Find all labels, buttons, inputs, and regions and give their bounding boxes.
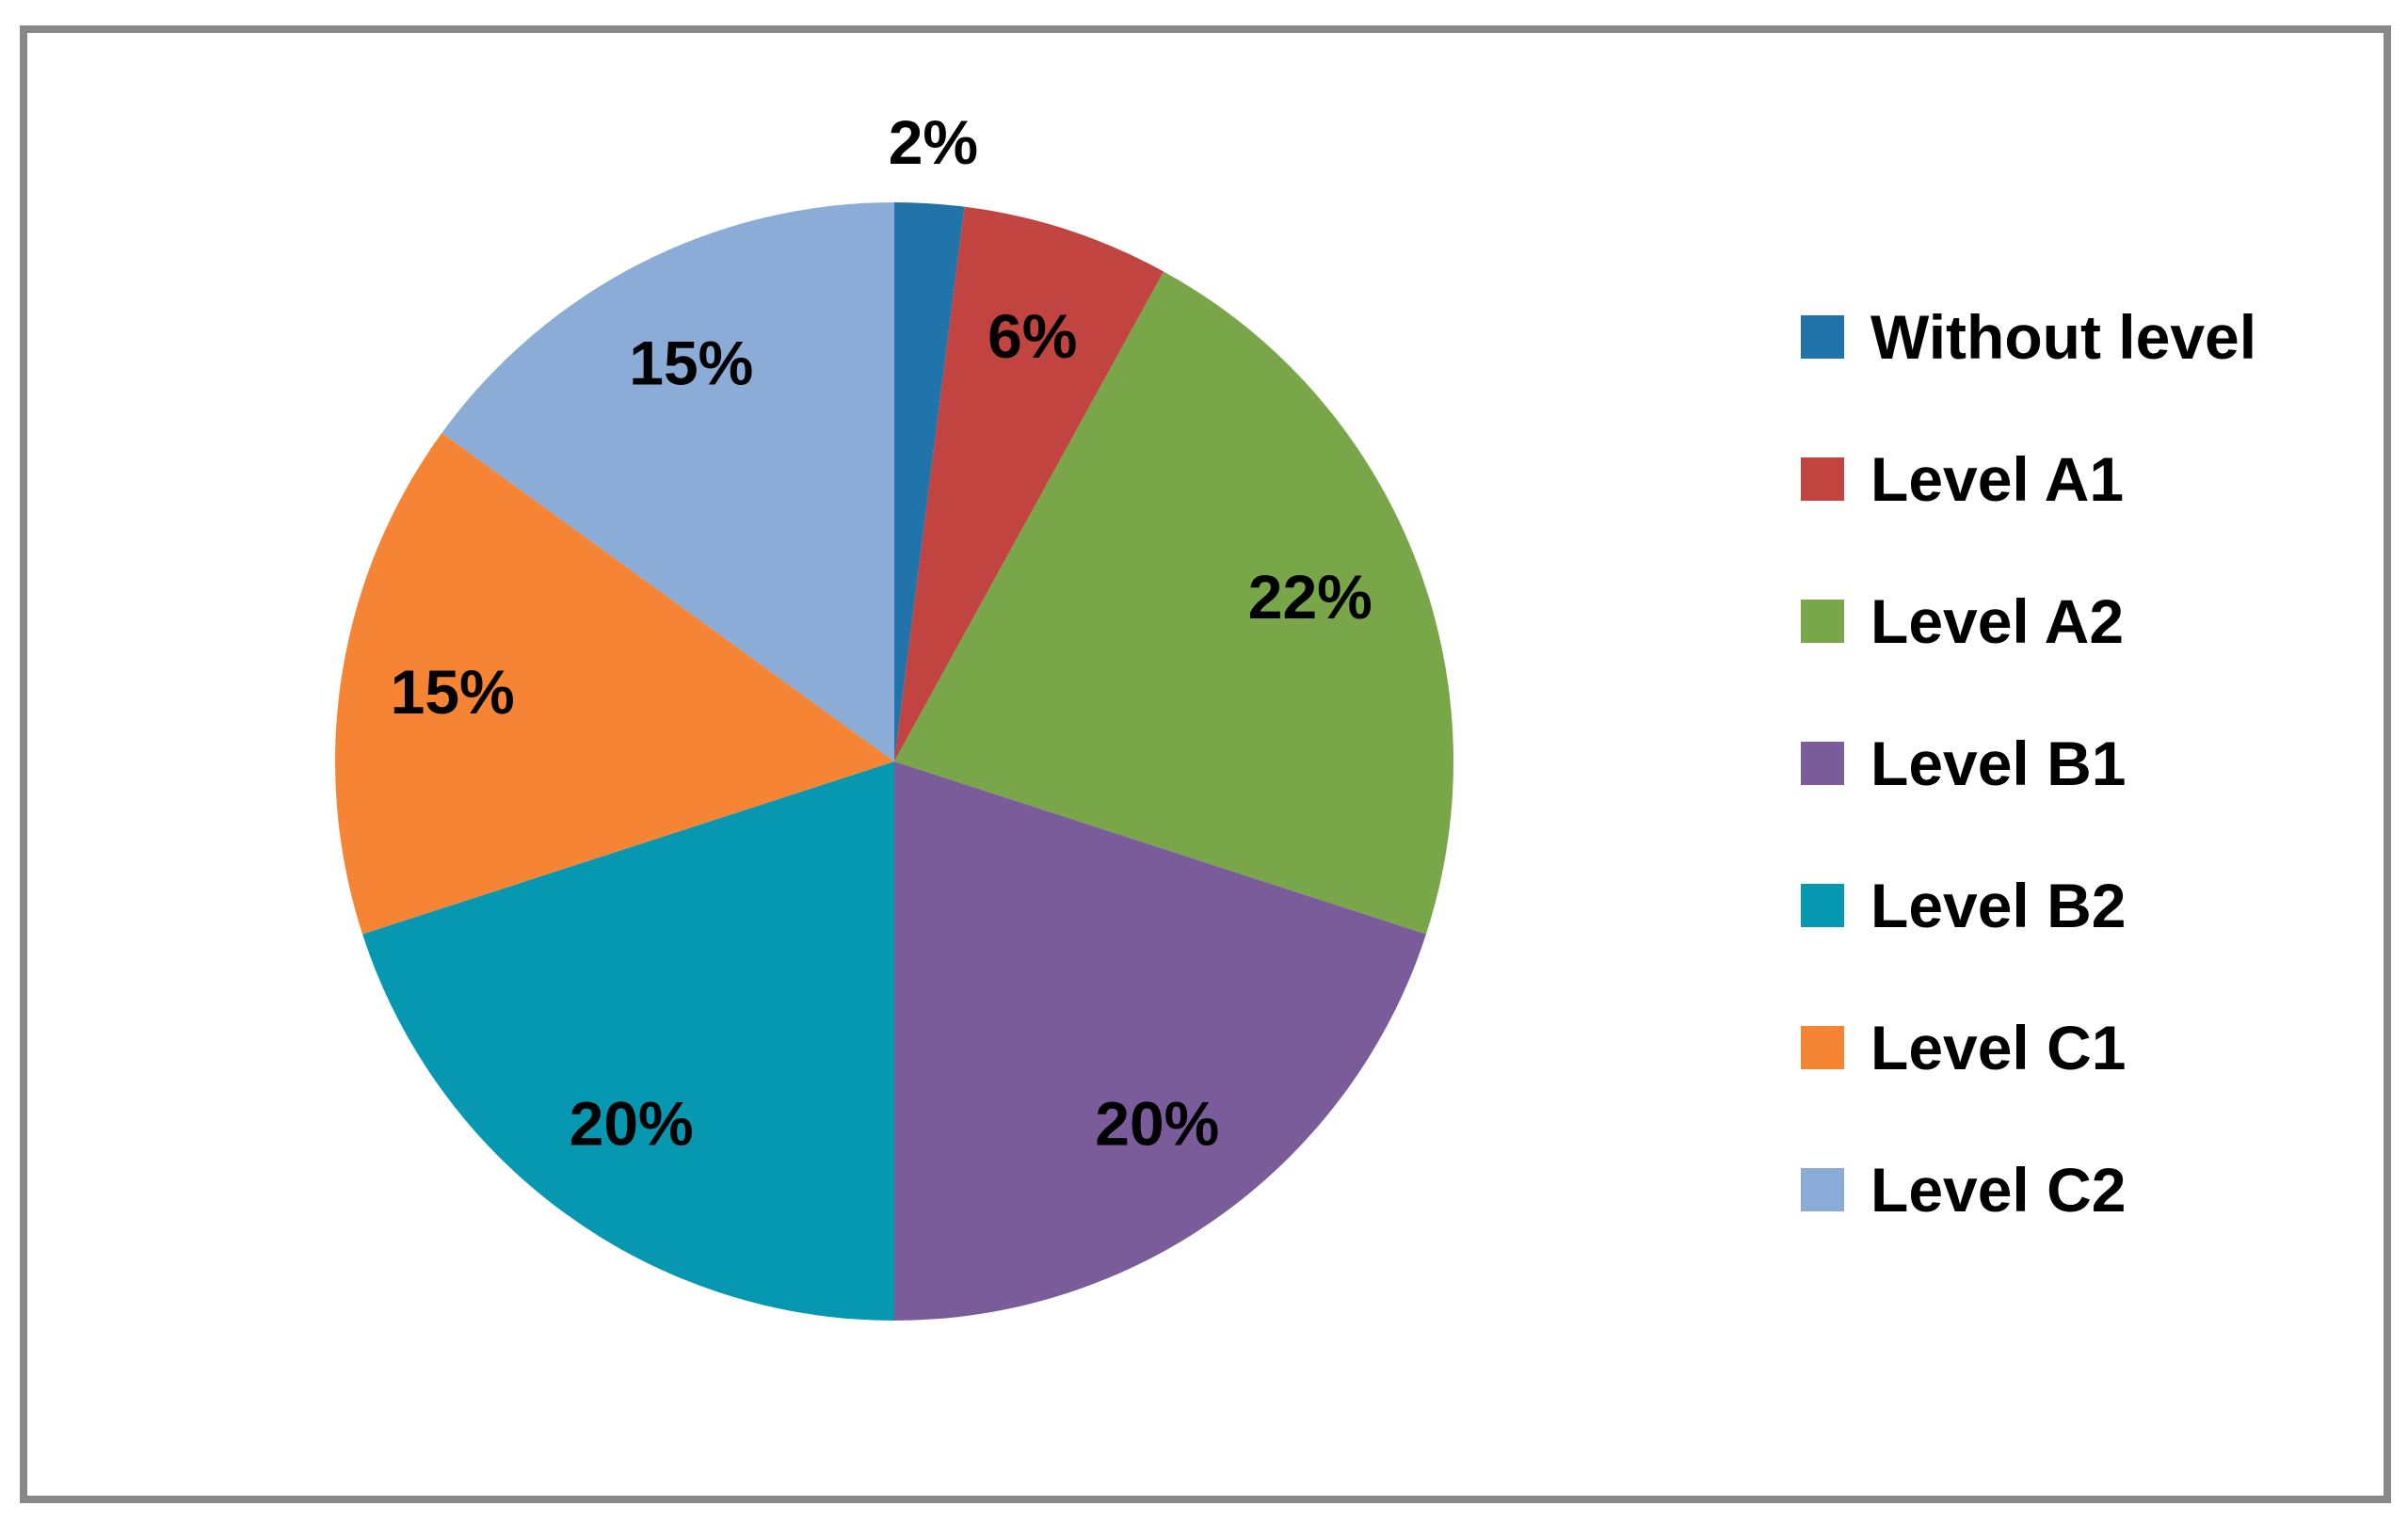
legend-label: Without level [1870, 301, 2257, 372]
legend-label: Level B1 [1870, 728, 2127, 798]
legend-item-level-c2: Level C2 [1801, 1118, 2256, 1260]
pie-percent-label-level-c2: 15% [629, 328, 753, 398]
pie-percent-label-level-b2: 20% [570, 1089, 694, 1159]
legend-item-without-level: Without level [1801, 265, 2256, 408]
legend-swatch-icon [1801, 1025, 1844, 1069]
legend-item-level-b1: Level B1 [1801, 692, 2256, 834]
pie-slice-without-level [894, 202, 965, 761]
legend-label: Level B2 [1870, 870, 2127, 940]
pie-slice-level-a2 [894, 271, 1453, 935]
pie-percent-label-level-a2: 22% [1248, 562, 1373, 632]
legend-label: Level C1 [1870, 1012, 2127, 1082]
legend-label: Level A1 [1870, 443, 2125, 514]
legend-swatch-icon [1801, 883, 1844, 927]
legend-swatch-icon [1801, 457, 1844, 501]
legend-item-level-a1: Level A1 [1801, 408, 2256, 550]
pie-slice-level-a1 [894, 206, 1164, 762]
legend-swatch-icon [1801, 741, 1844, 785]
pie-slice-level-c1 [334, 432, 894, 935]
legend-item-level-b2: Level B2 [1801, 834, 2256, 976]
legend-label: Level A2 [1870, 585, 2125, 656]
pie-percent-label-level-c1: 15% [391, 657, 515, 727]
pie-slice-level-b2 [362, 761, 895, 1321]
legend-swatch-icon [1801, 1167, 1844, 1211]
legend-swatch-icon [1801, 314, 1844, 359]
legend-swatch-icon [1801, 599, 1844, 643]
pie-slice-level-b1 [894, 761, 1426, 1321]
pie-percent-label-level-a1: 6% [987, 301, 1077, 371]
legend-label: Level C2 [1870, 1154, 2127, 1225]
pie-percent-label-without-level: 2% [889, 107, 978, 177]
legend: Without level Level A1 Level A2 Level B1 Lev… [1801, 265, 2256, 1260]
pie-slice-level-c2 [441, 202, 894, 761]
pie-percent-label-level-b1: 20% [1095, 1089, 1219, 1159]
legend-item-level-a2: Level A2 [1801, 550, 2256, 692]
legend-item-level-c1: Level C1 [1801, 976, 2256, 1118]
